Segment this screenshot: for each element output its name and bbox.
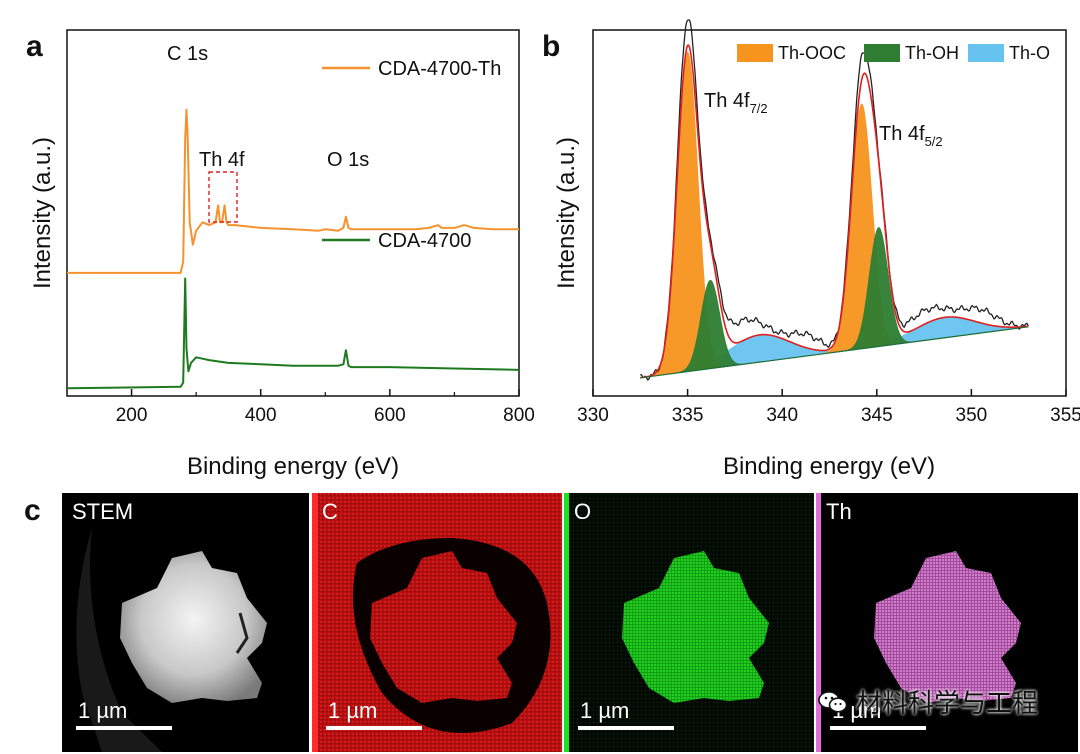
- stem-micrograph: STEM 1 µm: [62, 493, 309, 752]
- thorium-map-image: [816, 493, 1078, 752]
- x-axis-label-a: Binding energy (eV): [187, 453, 399, 480]
- panel-letter-b: b: [542, 30, 560, 63]
- x-axis-ticks-b: 330 335 340 345 350 355: [577, 389, 1080, 426]
- micrograph-label-c: C: [322, 499, 338, 524]
- wechat-icon: [818, 690, 848, 713]
- scale-bar-stem: [76, 726, 172, 730]
- scale-bar-c: [326, 726, 422, 730]
- legend-label-cda-4700-th: CDA-4700-Th: [378, 58, 501, 80]
- oxygen-particle: [622, 551, 769, 703]
- annotation-th4f: Th 4f: [199, 149, 245, 171]
- y-axis-label-b: Intensity (a.u.): [553, 137, 580, 289]
- annotation-c1s: C 1s: [167, 43, 208, 65]
- y-axis-label-a: Intensity (a.u.): [29, 137, 56, 289]
- scale-text-c: 1 µm: [328, 698, 378, 723]
- x-tick-label-b: 340: [766, 405, 798, 426]
- x-tick-label-a: 200: [116, 405, 148, 426]
- annotation-o1s: O 1s: [327, 149, 369, 171]
- raw-spectrum-line: [640, 19, 1029, 381]
- x-axis-label-b: Binding energy (eV): [723, 453, 935, 480]
- legend-label-th-oh: Th-OH: [905, 43, 959, 63]
- watermark-text: 材料科学与工程: [856, 689, 1039, 719]
- oxygen-map: O 1 µm: [564, 493, 814, 752]
- annotation-th4f-5-2: Th 4f5/2: [879, 123, 943, 149]
- fit-lines-b: [640, 19, 1029, 381]
- stem-image: [76, 528, 267, 752]
- x-tick-label-b: 345: [861, 405, 893, 426]
- legend-label-th-ooc: Th-OOC: [778, 43, 846, 63]
- carbon-particle: [370, 551, 517, 703]
- series-lines-a: [66, 108, 520, 390]
- fit-envelope-line: [640, 44, 1029, 379]
- micrograph-label-stem: STEM: [72, 499, 134, 524]
- legend-swatch-th-o: [968, 44, 1004, 62]
- carbon-map: C 1 µm: [312, 493, 562, 752]
- x-tick-label-b: 350: [956, 405, 988, 426]
- plot-frame-a: [66, 29, 520, 397]
- thorium-map: Th 1 µm: [816, 493, 1078, 752]
- oxygen-map-image: [564, 493, 814, 752]
- panel-letter-c: c: [24, 494, 41, 527]
- legend-label-cda-4700: CDA-4700: [378, 230, 471, 252]
- carbon-map-image: [312, 493, 562, 752]
- plot-frame-b: [592, 29, 1067, 397]
- th4f-highlight-box: [208, 171, 238, 223]
- micrograph-label-th: Th: [826, 499, 852, 524]
- series-line-cda-4700: [66, 277, 520, 390]
- survey-spectrum-chart: 200 400 600 800 Binding energy (eV) Intensi…: [29, 29, 535, 480]
- legend-swatch-th-oh: [864, 44, 900, 62]
- scale-text-stem: 1 µm: [78, 698, 128, 723]
- fit-components-b: [640, 51, 1029, 379]
- x-tick-label-b: 335: [672, 405, 704, 426]
- series-line-cda-4700-th: [67, 108, 519, 274]
- scale-bar-o: [578, 726, 674, 730]
- x-tick-label-a: 400: [245, 405, 277, 426]
- annotation-th4f-7-2: Th 4f7/2: [704, 90, 768, 116]
- thorium-particle: [874, 551, 1021, 703]
- x-axis-ticks-a: 200 400 600 800: [116, 389, 535, 426]
- legend-swatch-th-ooc: [737, 44, 773, 62]
- x-tick-label-a: 600: [374, 405, 406, 426]
- micrograph-label-o: O: [574, 499, 592, 524]
- panel-letter-a: a: [26, 30, 43, 63]
- legend-label-th-o: Th-O: [1009, 43, 1050, 63]
- th4f-spectrum-chart: 330 335 340 345 350 355 Binding energy (eV) I…: [553, 19, 1080, 480]
- stem-particle: [120, 551, 267, 703]
- scale-text-o: 1 µm: [580, 698, 630, 723]
- watermark: 材料科学与工程: [818, 683, 1038, 720]
- x-tick-label-b: 330: [577, 405, 609, 426]
- x-tick-label-b: 355: [1050, 405, 1080, 426]
- baseline-line: [640, 326, 1029, 379]
- scale-bar-th: [830, 726, 926, 730]
- x-tick-label-a: 800: [503, 405, 535, 426]
